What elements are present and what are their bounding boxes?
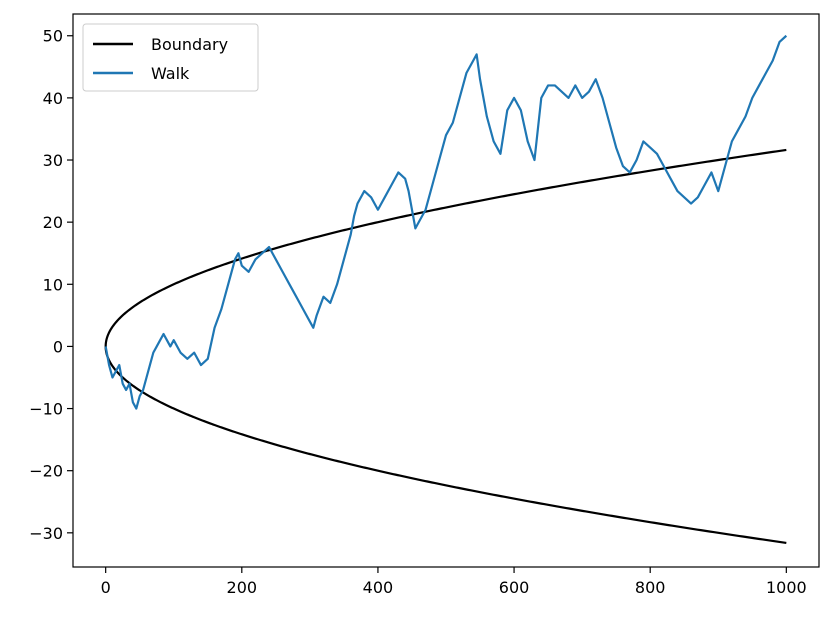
y-tick-label: 10 xyxy=(43,275,63,294)
legend: Boundary Walk xyxy=(82,23,259,92)
y-axis: −30 −20 −10 0 10 20 30 40 50 xyxy=(29,27,73,543)
legend-label-walk: Walk xyxy=(151,64,190,83)
plot-area xyxy=(72,13,820,568)
series-walk-line xyxy=(104,34,788,410)
legend-label-boundary: Boundary xyxy=(151,35,228,54)
y-tick-label: 20 xyxy=(43,213,63,232)
x-tick-label: 1000 xyxy=(766,578,807,597)
x-tick-label: 200 xyxy=(227,578,258,597)
y-tick-label: −10 xyxy=(29,400,63,419)
y-tick-label: 0 xyxy=(53,337,63,356)
y-tick-label: 40 xyxy=(43,89,63,108)
x-tick-label: 800 xyxy=(635,578,666,597)
x-tick-label: 400 xyxy=(363,578,394,597)
y-tick-label: 30 xyxy=(43,151,63,170)
series-boundary-line xyxy=(104,148,787,544)
x-axis: 0 200 400 600 800 1000 xyxy=(101,567,807,597)
axes-frame xyxy=(72,13,820,568)
series-layer xyxy=(104,34,788,544)
legend-box xyxy=(82,23,259,92)
y-tick-label: −20 xyxy=(29,462,63,481)
x-tick-label: 600 xyxy=(499,578,530,597)
y-tick-label: 50 xyxy=(43,27,63,46)
x-tick-label: 0 xyxy=(101,578,111,597)
y-tick-label: −30 xyxy=(29,524,63,543)
